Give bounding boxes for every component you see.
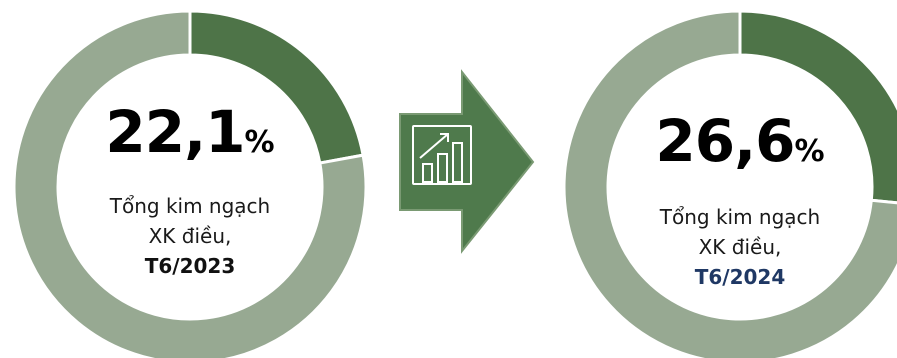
donut-chart-2023 — [12, 9, 368, 358]
donut-center-2024: 26,6% Tổng kim ngạch XK điều, T6/2024 — [610, 112, 870, 292]
caption-line-1: Tổng kim ngạch — [109, 194, 271, 218]
share-value-2024: 26,6% — [655, 107, 825, 175]
chart-growth-icon — [412, 125, 472, 185]
caption-2023: Tổng kim ngạch XK điều, T6/2023 — [60, 191, 320, 281]
caption-line-2: XK điều, — [698, 235, 782, 259]
caption-line-1: Tổng kim ngạch — [659, 205, 821, 229]
donut-center-2023: 22,1% Tổng kim ngạch XK điều, T6/2023 — [60, 103, 320, 281]
period-label-2023: T6/2023 — [144, 254, 236, 278]
donut-chart-2024 — [562, 9, 897, 358]
donut-slice-rest — [12, 9, 368, 358]
period-label-2024: T6/2024 — [694, 265, 786, 289]
caption-line-2: XK điều, — [148, 224, 232, 248]
arrow-shape — [399, 69, 535, 254]
caption-2024: Tổng kim ngạch XK điều, T6/2024 — [610, 202, 870, 292]
donut-slice-share — [738, 9, 897, 205]
share-value-2023: 22,1% — [105, 98, 275, 166]
donut-slice-rest — [562, 9, 897, 358]
